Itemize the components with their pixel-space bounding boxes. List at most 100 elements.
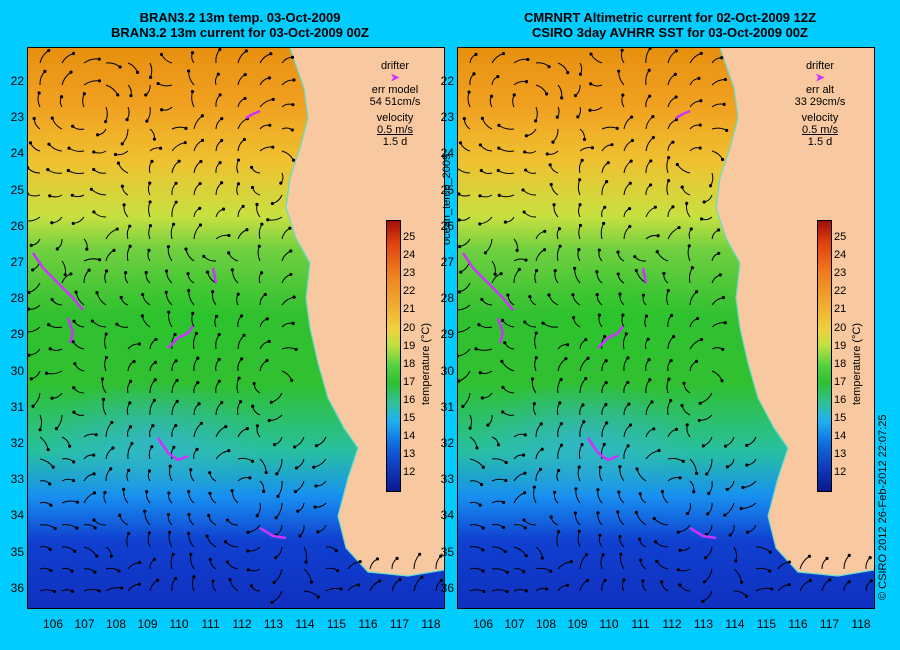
current-vector [491,500,504,504]
current-vector-head [263,292,267,297]
current-vector-head [472,72,476,76]
current-vector [667,360,672,372]
current-vector-head [94,433,98,437]
current-vector [706,524,713,536]
colorbar-tick-label: 25 [834,231,847,243]
current-vector-head [242,333,246,337]
current-vector [572,294,581,306]
current-vector [215,450,229,460]
current-vector-head [521,188,525,192]
current-vector-head [174,359,178,363]
current-vector-head [674,49,678,53]
current-vector [498,124,515,130]
current-vector-head [606,161,610,165]
current-vector-head [584,338,588,342]
current-vector-head [671,140,675,144]
current-vector-head [721,347,725,351]
current-vector-head [145,119,149,123]
current-vector-head [50,221,54,225]
current-vector-head [474,347,478,351]
current-vector-head [644,314,649,318]
current-vector-head [291,103,295,107]
current-vector-head [259,271,264,275]
current-vector-head [548,163,552,167]
current-vector-head [559,377,563,382]
current-vector-head [662,271,666,276]
current-vector-head [702,580,707,584]
current-vector [458,326,471,333]
current-vector-head [547,293,551,297]
current-vector-head [557,530,561,534]
current-vector [148,161,153,174]
current-vector [746,436,757,446]
current-vector-head [461,404,465,409]
left-legend-err-label: err model [371,84,419,96]
longitude-tick-label: 109 [137,617,158,631]
current-vector-head [565,343,570,347]
current-vector-head [462,117,466,121]
current-vector [513,472,526,482]
current-vector [653,518,669,526]
current-vector-head [75,500,80,504]
current-vector-head [493,272,497,276]
current-vector [215,402,223,416]
current-vector-head [87,268,91,272]
current-vector-head [90,319,94,323]
current-vector [92,320,107,328]
current-vector-head [617,490,621,494]
current-vector-head [73,549,77,553]
current-vector [248,568,261,572]
current-vector-head [244,49,248,53]
latitude-tick-label: 31 [10,399,24,414]
current-vector [843,555,850,570]
current-vector-head [221,207,226,211]
current-vector-head [75,526,79,530]
current-vector-head [28,353,31,357]
current-vector [61,478,74,482]
current-vector [689,480,695,492]
current-vector [83,258,100,262]
current-vector-head [577,529,581,533]
current-vector-head [474,52,478,57]
current-vector-head [218,48,222,51]
current-vector [211,291,217,306]
current-vector [225,541,239,548]
current-vector-head [478,194,482,198]
current-vector-head [603,205,607,209]
right-legend-err-label: err alt [805,84,835,96]
current-vector [105,587,122,592]
current-vector [149,379,156,394]
current-vector [236,294,239,306]
current-vector [645,137,654,152]
current-vector-head [825,556,829,561]
current-vector [542,322,559,328]
current-vector-head [304,560,308,564]
current-vector [171,578,176,592]
current-vector [68,170,85,174]
current-vector-head [47,142,51,146]
current-vector-head [290,128,294,132]
current-vector [167,246,173,262]
current-vector-head [689,227,693,231]
current-vector-head [375,557,380,561]
current-vector-head [156,81,160,86]
current-vector [369,580,380,592]
current-vector [601,422,607,438]
current-vector [575,488,581,504]
current-vector [171,126,187,130]
current-vector-head [152,398,156,402]
current-vector-head [238,400,243,404]
current-vector [458,168,471,174]
current-vector [193,403,200,416]
current-vector [689,291,697,306]
current-vector-head [197,402,201,406]
current-vector [247,546,261,552]
current-vector-head [69,272,73,276]
current-vector [623,160,632,174]
current-vector [535,230,545,240]
current-vector [83,524,96,529]
current-vector-head [673,72,677,76]
current-vector [253,383,261,394]
current-vector [711,103,725,108]
current-vector-head [618,534,622,539]
